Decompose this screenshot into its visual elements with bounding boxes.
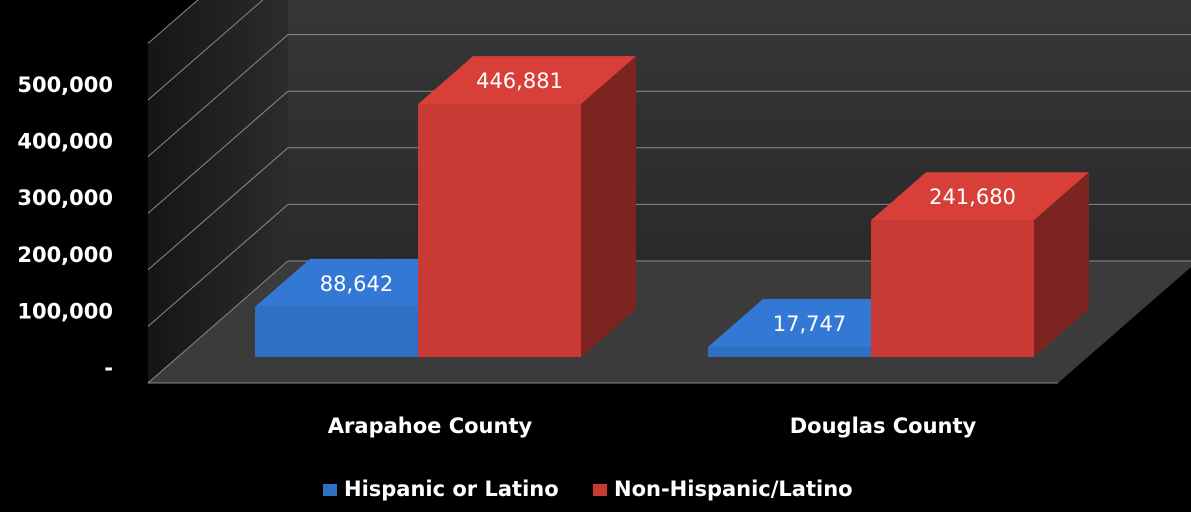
x-tick-label: Arapahoe County (328, 414, 533, 438)
bar-front-face (418, 104, 581, 357)
data-label: 241,680 (929, 185, 1016, 209)
data-label: 17,747 (773, 312, 846, 336)
legend-swatch (323, 484, 337, 496)
legend-label: Hispanic or Latino (344, 477, 559, 501)
bar-front-face (255, 306, 418, 357)
gridline-side (147, 204, 289, 327)
y-tick-label: 500,000 (17, 73, 113, 97)
gridline-side (147, 34, 289, 157)
bar-side-face (1034, 172, 1089, 357)
y-axis: - 100,000 200,000 300,000 400,000 500,000 (17, 73, 113, 380)
bar-front-face (708, 346, 871, 357)
gridline-side (147, 0, 199, 44)
bar-side-face (581, 56, 636, 357)
bar: 241,680 (871, 172, 1089, 357)
data-label: 88,642 (320, 272, 393, 296)
gridline-side (147, 260, 289, 384)
bars: 88,642 446,881 17,747 241,680 (255, 56, 1089, 357)
bar-top-face (418, 56, 636, 105)
side-wall (148, 0, 288, 383)
x-tick-label: Douglas County (790, 414, 977, 438)
gridline-side (147, 0, 264, 101)
y-tick-label: 100,000 (17, 299, 113, 323)
bar-front-face (871, 220, 1034, 357)
x-axis: Arapahoe County Douglas County (328, 414, 977, 438)
legend-swatch (593, 484, 607, 496)
bar-top-face (871, 172, 1089, 221)
bar: 446,881 (418, 56, 636, 357)
legend-label: Non-Hispanic/Latino (614, 477, 853, 501)
legend: Hispanic or Latino Non-Hispanic/Latino (323, 477, 853, 501)
gridline-side (147, 90, 289, 214)
gridline-side (147, 147, 289, 271)
legend-item: Hispanic or Latino (323, 477, 559, 501)
y-tick-label: 200,000 (17, 243, 113, 267)
legend-item: Non-Hispanic/Latino (593, 477, 853, 501)
y-tick-label: - (104, 356, 113, 380)
y-tick-label: 300,000 (17, 186, 113, 210)
y-tick-label: 400,000 (17, 130, 113, 154)
data-label: 446,881 (476, 69, 563, 93)
